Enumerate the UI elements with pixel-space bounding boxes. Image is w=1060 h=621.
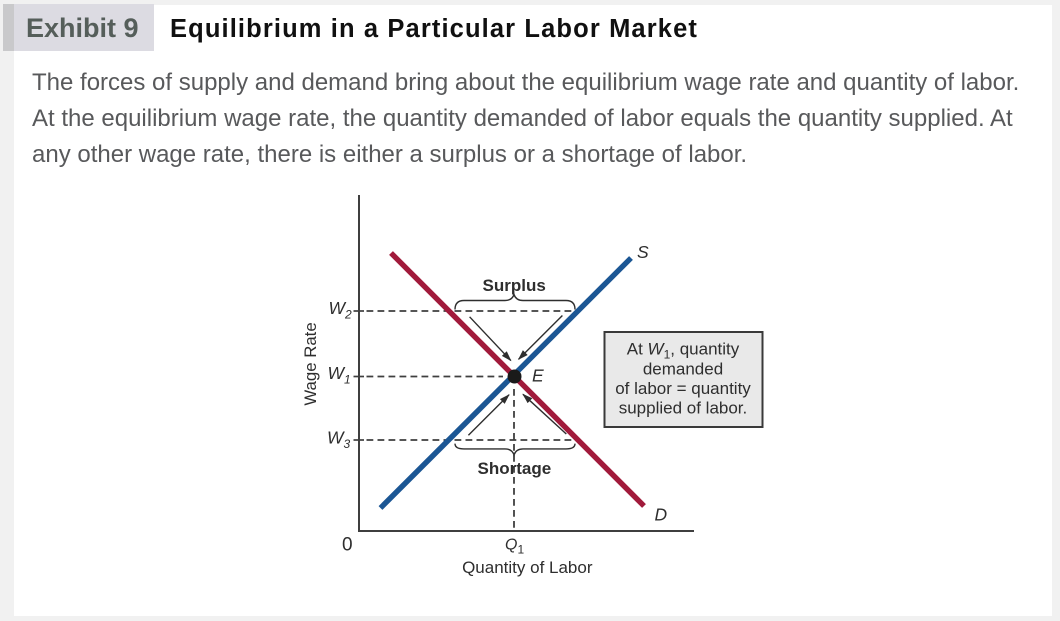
svg-text:Surplus: Surplus [483, 276, 546, 295]
svg-text:W1: W1 [328, 363, 351, 387]
svg-text:demanded: demanded [643, 359, 723, 378]
svg-text:W3: W3 [327, 427, 351, 451]
svg-text:S: S [637, 242, 649, 262]
svg-text:Q1: Q1 [505, 537, 524, 557]
svg-text:of labor = quantity: of labor = quantity [615, 379, 751, 398]
svg-text:supplied of labor.: supplied of labor. [619, 399, 748, 418]
svg-text:W2: W2 [329, 298, 353, 322]
svg-text:0: 0 [342, 535, 353, 556]
svg-text:Quantity of Labor: Quantity of Labor [462, 558, 593, 577]
svg-text:Wage Rate: Wage Rate [301, 322, 320, 405]
svg-text:Shortage: Shortage [478, 459, 552, 478]
svg-text:E: E [532, 366, 544, 386]
svg-text:At W1, quantity: At W1, quantity [627, 340, 740, 362]
svg-text:D: D [655, 504, 668, 524]
